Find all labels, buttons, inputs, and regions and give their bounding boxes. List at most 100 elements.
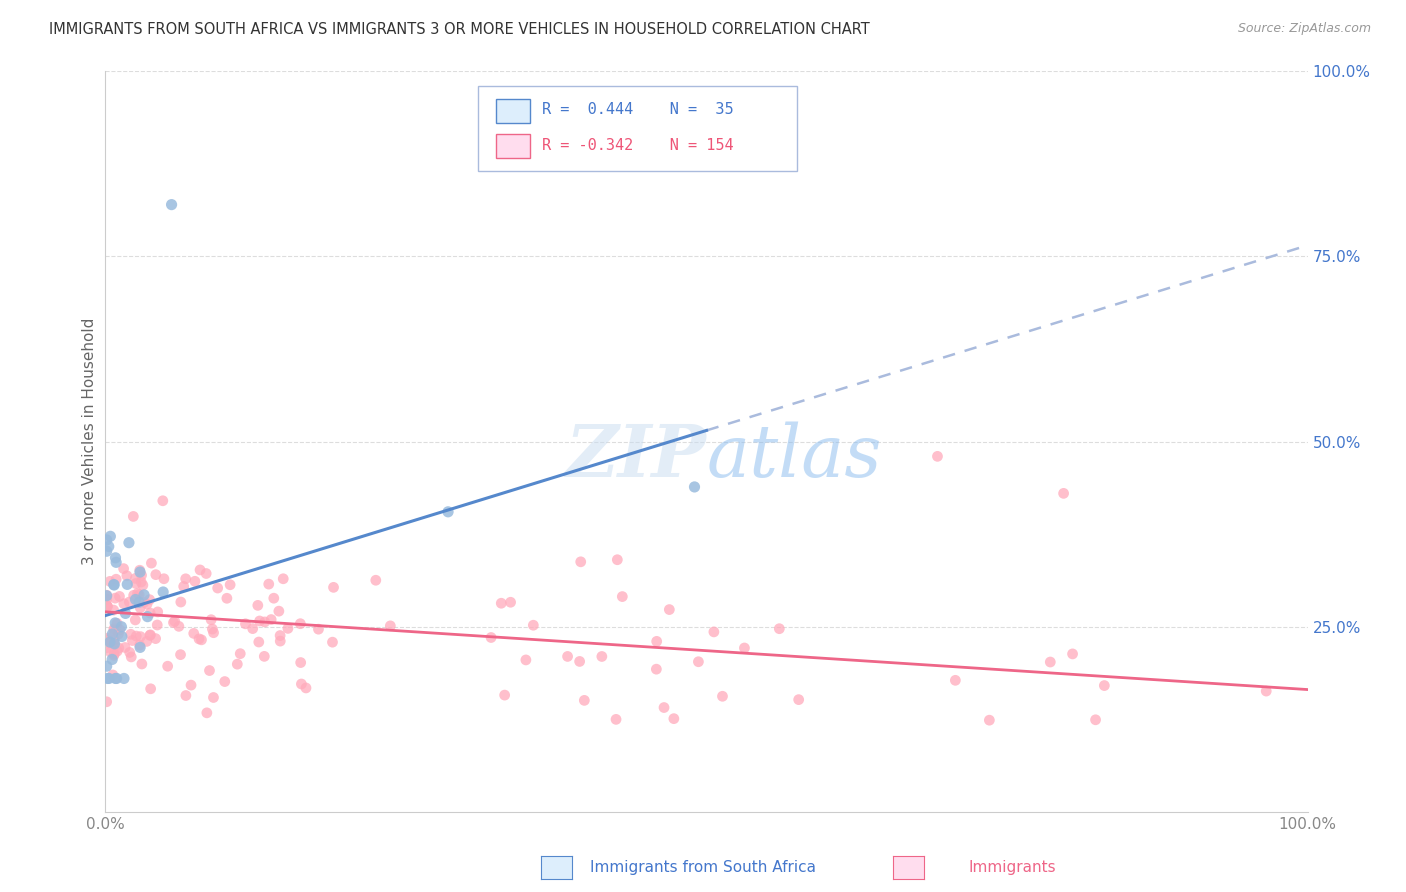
Point	[96, 659, 118, 673]
Point	[263, 591, 285, 606]
Point	[152, 493, 174, 508]
Point	[235, 616, 257, 631]
Point	[96, 589, 118, 603]
Point	[711, 690, 734, 704]
Point	[118, 535, 141, 549]
Point	[215, 591, 238, 606]
Point	[787, 692, 810, 706]
Point	[269, 634, 291, 648]
Point	[128, 588, 150, 602]
Point	[98, 529, 121, 543]
Point	[139, 681, 162, 696]
Point	[269, 628, 291, 642]
Point	[290, 677, 312, 691]
Point	[184, 574, 207, 589]
Point	[108, 623, 131, 637]
Point	[112, 597, 135, 611]
Point	[103, 636, 125, 650]
Point	[321, 635, 343, 649]
Point	[146, 605, 169, 619]
Point	[364, 574, 387, 588]
Point	[499, 595, 522, 609]
Point	[267, 604, 290, 618]
Point	[124, 613, 146, 627]
Point	[574, 693, 596, 707]
Point	[96, 599, 118, 613]
Point	[322, 580, 344, 594]
Point	[96, 695, 118, 709]
Point	[103, 577, 125, 591]
Point	[290, 616, 312, 631]
Point	[105, 572, 128, 586]
Point	[98, 574, 121, 589]
Point	[132, 595, 155, 609]
Point	[110, 620, 132, 634]
Point	[201, 622, 224, 636]
Point	[494, 688, 516, 702]
Bar	[496, 99, 530, 123]
Point	[170, 595, 193, 609]
Point	[200, 613, 222, 627]
Point	[136, 597, 159, 611]
Point	[112, 561, 135, 575]
Point	[229, 647, 252, 661]
Point	[97, 672, 120, 686]
Point	[129, 600, 152, 615]
Point	[121, 633, 143, 648]
Point	[131, 657, 153, 671]
Point	[253, 615, 276, 629]
Point	[124, 571, 146, 585]
Point	[118, 595, 141, 609]
Point	[103, 578, 125, 592]
Point	[103, 632, 125, 647]
Point	[96, 599, 118, 614]
Point	[1039, 655, 1062, 669]
Point	[125, 576, 148, 591]
Point	[105, 616, 128, 631]
Point	[163, 614, 186, 628]
Point	[127, 586, 149, 600]
Point	[683, 480, 706, 494]
Point	[662, 712, 685, 726]
Text: IMMIGRANTS FROM SOUTH AFRICA VS IMMIGRANTS 3 OR MORE VEHICLES IN HOUSEHOLD CORRE: IMMIGRANTS FROM SOUTH AFRICA VS IMMIGRAN…	[49, 22, 870, 37]
Point	[96, 599, 118, 613]
Point	[97, 636, 120, 650]
Point	[479, 631, 502, 645]
Point	[96, 640, 118, 655]
Point	[979, 713, 1001, 727]
Point	[1092, 679, 1115, 693]
Point	[1062, 647, 1084, 661]
Point	[103, 647, 125, 661]
Point	[122, 509, 145, 524]
Point	[927, 450, 949, 464]
Text: Immigrants: Immigrants	[969, 860, 1056, 874]
Point	[128, 563, 150, 577]
Text: Source: ZipAtlas.com: Source: ZipAtlas.com	[1237, 22, 1371, 36]
Point	[107, 627, 129, 641]
Point	[242, 622, 264, 636]
Point	[606, 553, 628, 567]
Point	[173, 579, 195, 593]
Point	[569, 555, 592, 569]
Point	[100, 645, 122, 659]
Point	[103, 622, 125, 636]
Point	[129, 574, 152, 589]
Point	[101, 668, 124, 682]
Point	[105, 555, 128, 569]
Point	[98, 635, 121, 649]
Point	[247, 635, 270, 649]
Point	[1084, 713, 1107, 727]
Point	[145, 632, 167, 646]
Point	[174, 689, 197, 703]
Point	[141, 556, 163, 570]
Point	[1052, 486, 1074, 500]
Point	[139, 606, 162, 620]
Point	[591, 649, 613, 664]
Point	[129, 640, 152, 655]
Point	[96, 592, 118, 607]
Point	[380, 619, 402, 633]
Point	[295, 681, 318, 695]
Text: atlas: atlas	[707, 421, 882, 491]
Point	[145, 567, 167, 582]
Point	[96, 588, 118, 602]
